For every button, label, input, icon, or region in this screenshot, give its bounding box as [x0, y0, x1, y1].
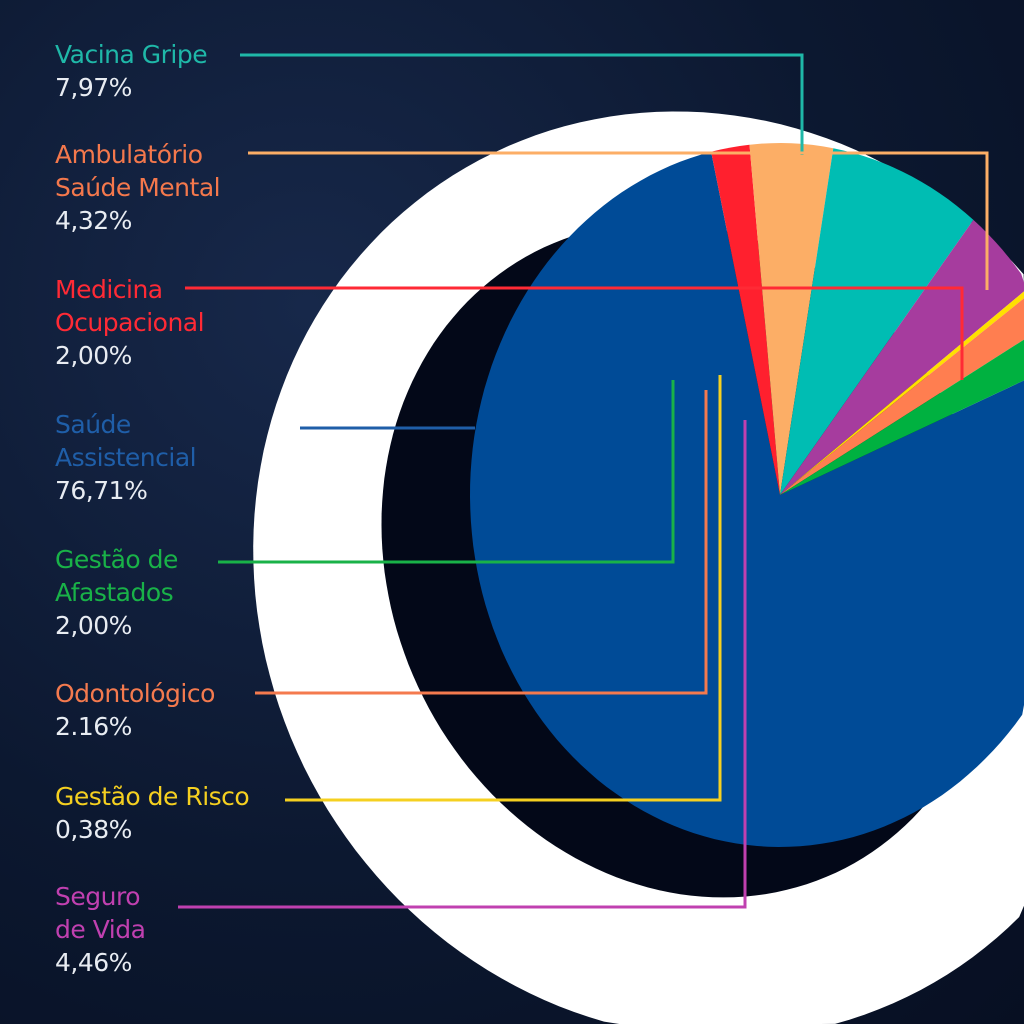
legend-label: Saúde Mental [55, 173, 221, 202]
pie-slice-saude-assistencial [470, 151, 1024, 848]
legend-ambulatorio: Ambulatório Saúde Mental 4,32% [55, 138, 221, 237]
pie-slice-medicina-ocupacional [711, 144, 780, 495]
legend-gestao-risco: Gestão de Risco 0,38% [55, 780, 250, 846]
legend-label: Assistencial [55, 443, 197, 472]
legend-value: 0,38% [55, 815, 132, 844]
leader-gestao-afastados [218, 380, 675, 564]
legend-value: 7,97% [55, 73, 132, 102]
legend-saude-assistencial: Saúde Assistencial 76,71% [55, 408, 197, 507]
leader-ambulatorio [248, 151, 989, 290]
legend-label: de Vida [55, 915, 146, 944]
legend-vacina-gripe: Vacina Gripe 7,97% [55, 38, 208, 104]
leader-odontologico [255, 390, 708, 695]
legend-odontologico: Odontológico 2.16% [55, 677, 215, 743]
pie-slice-gestao-de-risco [780, 291, 1024, 495]
leader-medicina [185, 286, 964, 380]
legend-value: 76,71% [55, 476, 148, 505]
pie-slice-vacina-gripe [780, 148, 974, 495]
legend-label: Gestão de [55, 545, 178, 574]
legend-label: Gestão de Risco [55, 782, 250, 811]
legend-value: 4,32% [55, 206, 132, 235]
legend-value: 2,00% [55, 341, 132, 370]
legend-gestao-afastados: Gestão de Afastados 2,00% [55, 543, 178, 642]
pie-slice-odontologico [780, 298, 1024, 495]
leader-lines [178, 53, 989, 909]
legend-value: 2.16% [55, 712, 132, 741]
legend-label: Saúde [55, 410, 131, 439]
legend-label: Medicina [55, 275, 163, 304]
leader-vacina-gripe [240, 53, 804, 155]
legend-medicina: Medicina Ocupacional 2,00% [55, 273, 205, 372]
legend-value: 4,46% [55, 948, 132, 977]
leader-gestao-risco [285, 375, 722, 802]
legend-label: Ambulatório [55, 140, 203, 169]
legend-seguro-vida: Seguro de Vida 4,46% [55, 880, 146, 979]
pie-slice-ambulatorio-saude-mental [749, 143, 834, 495]
legend-value: 2,00% [55, 611, 132, 640]
legend-label: Ocupacional [55, 308, 205, 337]
legend-label: Odontológico [55, 679, 215, 708]
legend-label: Seguro [55, 882, 141, 911]
legend-label: Afastados [55, 578, 174, 607]
leader-seguro-vida [178, 420, 747, 909]
legend-label: Vacina Gripe [55, 40, 208, 69]
